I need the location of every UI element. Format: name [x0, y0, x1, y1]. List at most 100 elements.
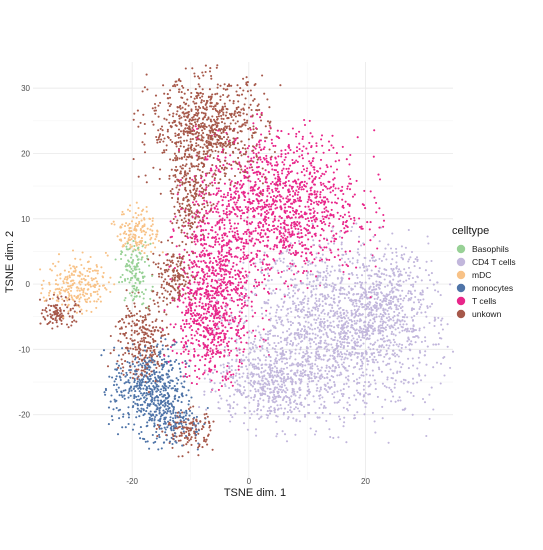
data-point: [417, 356, 420, 359]
data-point: [261, 175, 264, 178]
data-point: [210, 148, 213, 151]
data-point: [177, 90, 181, 94]
data-point: [205, 285, 208, 288]
data-point: [205, 174, 208, 177]
data-point: [71, 307, 75, 310]
data-point: [109, 400, 112, 403]
data-point: [217, 129, 220, 132]
data-point: [175, 186, 178, 189]
data-point: [313, 171, 316, 174]
data-point: [263, 374, 266, 377]
data-point: [305, 247, 308, 250]
data-point: [165, 313, 168, 316]
data-point: [186, 115, 189, 118]
data-point: [137, 175, 140, 178]
data-point: [388, 315, 391, 319]
data-point: [236, 199, 239, 202]
data-point: [307, 219, 310, 223]
data-point: [282, 197, 285, 200]
data-point: [254, 229, 257, 232]
data-point: [288, 248, 291, 252]
data-point: [361, 306, 364, 309]
data-point: [321, 211, 324, 214]
data-point: [265, 209, 268, 212]
data-point: [127, 238, 130, 241]
data-point: [394, 328, 397, 331]
data-point: [404, 379, 407, 382]
data-point: [347, 336, 350, 339]
data-point: [391, 291, 394, 294]
data-point: [160, 364, 163, 367]
data-point: [367, 323, 370, 326]
data-point: [319, 256, 322, 259]
data-point: [199, 145, 202, 149]
data-point: [188, 177, 192, 180]
data-point: [205, 133, 209, 136]
data-point: [400, 256, 403, 259]
data-point: [187, 104, 190, 107]
data-point: [270, 138, 273, 141]
data-point: [185, 305, 188, 308]
data-point: [210, 284, 213, 287]
data-point: [192, 420, 195, 423]
data-point: [138, 243, 141, 246]
data-point: [287, 179, 290, 183]
data-point: [348, 182, 351, 185]
data-point: [198, 406, 201, 409]
data-point: [191, 271, 194, 274]
data-point: [299, 370, 302, 373]
data-point: [333, 240, 336, 243]
data-point: [146, 404, 149, 407]
data-point: [251, 363, 254, 367]
data-point: [411, 357, 414, 360]
data-point: [414, 258, 417, 261]
data-point: [289, 406, 292, 409]
data-point: [287, 188, 290, 191]
data-point: [170, 290, 173, 293]
data-point: [296, 193, 299, 196]
data-point: [341, 286, 344, 290]
data-point: [49, 313, 52, 316]
data-point: [258, 179, 262, 183]
data-point: [248, 175, 251, 178]
data-point: [281, 305, 284, 308]
data-point: [193, 334, 196, 337]
data-point: [248, 126, 252, 129]
data-point: [288, 349, 291, 352]
data-point: [130, 238, 133, 241]
data-point: [190, 250, 193, 253]
data-point: [389, 247, 393, 250]
data-point: [188, 169, 191, 173]
data-point: [146, 402, 149, 406]
data-point: [145, 181, 148, 184]
data-point: [171, 442, 174, 446]
data-point: [199, 234, 203, 237]
data-point: [329, 303, 332, 306]
data-point: [268, 412, 272, 415]
data-point: [178, 421, 181, 425]
data-point: [234, 412, 237, 415]
data-point: [227, 340, 230, 343]
data-point: [322, 358, 325, 361]
data-point: [241, 147, 244, 150]
data-point: [256, 173, 259, 176]
data-point: [343, 421, 346, 424]
data-point: [280, 235, 283, 238]
data-point: [317, 307, 320, 310]
data-point: [257, 238, 260, 241]
data-point: [370, 308, 373, 311]
data-point: [235, 186, 238, 190]
data-point: [347, 322, 350, 325]
data-point: [269, 405, 272, 408]
data-point: [184, 312, 188, 315]
data-point: [154, 112, 157, 115]
data-point: [287, 132, 290, 136]
data-point: [200, 122, 203, 125]
data-point: [162, 140, 165, 143]
data-point: [139, 403, 142, 407]
data-point: [273, 341, 276, 345]
data-point: [195, 95, 198, 98]
data-point: [188, 153, 191, 156]
data-point: [341, 317, 344, 320]
data-point: [152, 363, 156, 366]
